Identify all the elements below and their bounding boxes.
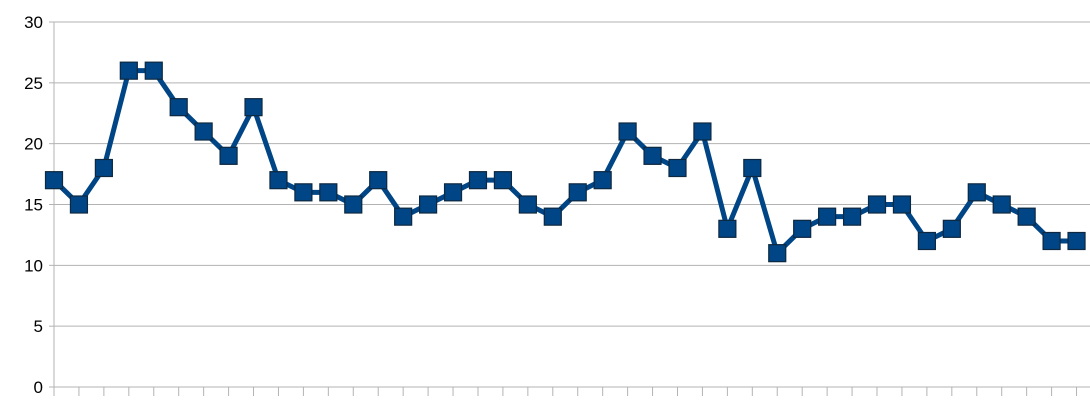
- y-tick-labels: 0 5 10 15 20 25 30: [24, 13, 43, 397]
- series-line: [51, 68, 1080, 256]
- data-point: [69, 195, 89, 214]
- data-point: [1042, 231, 1061, 251]
- data-point: [144, 61, 163, 80]
- data-point: [219, 146, 238, 165]
- data-point: [518, 195, 537, 214]
- series-layer: [44, 61, 1086, 263]
- data-point: [1067, 231, 1086, 251]
- data-point: [568, 183, 587, 202]
- x-tick-marks: [53, 387, 1078, 396]
- data-point: [867, 195, 887, 214]
- data-point: [1017, 207, 1036, 226]
- data-point: [917, 231, 936, 251]
- y-tick-label: 15: [24, 196, 43, 215]
- data-point: [693, 122, 712, 141]
- data-point: [319, 183, 338, 202]
- data-point: [369, 171, 388, 190]
- data-point: [618, 122, 637, 141]
- data-point: [194, 122, 213, 141]
- y-tick-label: 20: [24, 135, 43, 154]
- data-point: [294, 183, 313, 202]
- data-point: [269, 171, 288, 190]
- data-point: [443, 183, 463, 202]
- axes: [49, 21, 1090, 388]
- data-point: [44, 171, 64, 190]
- data-point: [169, 98, 188, 117]
- data-point: [493, 171, 513, 190]
- data-point: [419, 195, 438, 214]
- data-point: [818, 207, 837, 226]
- data-point: [793, 219, 812, 238]
- data-point: [643, 146, 662, 165]
- data-point: [942, 219, 961, 238]
- data-point: [119, 61, 138, 80]
- gridlines: [54, 21, 1090, 327]
- data-point: [468, 171, 488, 190]
- data-point: [543, 207, 562, 226]
- y-tick-label: 5: [34, 317, 43, 336]
- data-point: [768, 244, 787, 263]
- data-point: [94, 158, 113, 178]
- data-point: [743, 158, 762, 178]
- data-point: [718, 219, 737, 238]
- data-point: [668, 158, 687, 178]
- data-point: [992, 195, 1011, 214]
- y-tick-label: 25: [24, 74, 43, 93]
- data-point: [892, 195, 912, 214]
- y-tick-label: 30: [24, 13, 43, 32]
- data-point: [244, 98, 263, 117]
- y-tick-label: 10: [24, 256, 43, 275]
- data-point: [344, 195, 363, 214]
- data-point: [593, 171, 612, 190]
- data-point: [842, 207, 862, 226]
- data-point: [967, 183, 986, 202]
- y-tick-label: 0: [34, 378, 43, 397]
- data-point: [394, 207, 413, 226]
